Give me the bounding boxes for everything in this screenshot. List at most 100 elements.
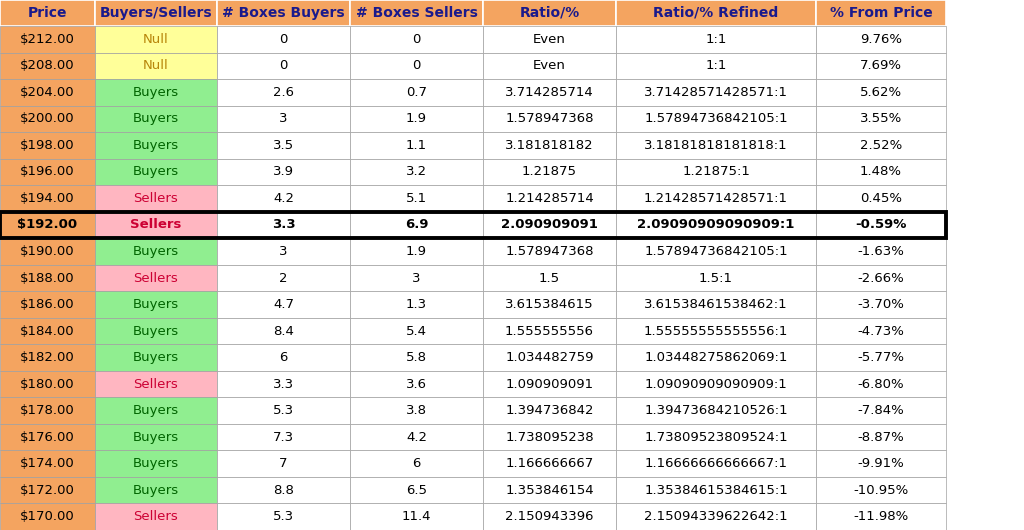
Text: Buyers: Buyers <box>133 165 179 179</box>
Bar <box>616 504 816 530</box>
Bar <box>483 52 616 79</box>
Bar <box>816 477 946 503</box>
Bar <box>816 318 946 344</box>
Bar <box>350 238 483 265</box>
Bar <box>616 292 816 318</box>
Text: 5.1: 5.1 <box>406 192 427 205</box>
Text: 1.166666667: 1.166666667 <box>506 457 594 470</box>
Text: -0.59%: -0.59% <box>855 218 906 232</box>
Text: $186.00: $186.00 <box>20 298 75 311</box>
Text: Buyers: Buyers <box>133 457 179 470</box>
Text: $184.00: $184.00 <box>20 324 75 338</box>
Text: 1.9: 1.9 <box>406 112 427 125</box>
Bar <box>483 238 616 265</box>
Bar <box>0 318 95 344</box>
Text: 3.3: 3.3 <box>271 218 295 232</box>
Bar <box>816 211 946 238</box>
Text: 3.71428571428571:1: 3.71428571428571:1 <box>644 86 788 99</box>
Text: 0.7: 0.7 <box>406 86 427 99</box>
Text: 2.090909091: 2.090909091 <box>501 218 598 232</box>
Text: $176.00: $176.00 <box>20 431 75 444</box>
Bar <box>483 211 616 238</box>
Bar <box>350 292 483 318</box>
Text: -9.91%: -9.91% <box>858 457 904 470</box>
Bar <box>217 504 350 530</box>
Text: 3.615384615: 3.615384615 <box>505 298 594 311</box>
Text: 3: 3 <box>280 245 288 258</box>
Text: $198.00: $198.00 <box>20 139 75 152</box>
Bar <box>350 344 483 371</box>
Text: 3.55%: 3.55% <box>860 112 902 125</box>
Bar <box>616 132 816 158</box>
Bar <box>616 26 816 52</box>
Text: 4.7: 4.7 <box>273 298 294 311</box>
Text: $178.00: $178.00 <box>20 404 75 417</box>
Text: 1.555555556: 1.555555556 <box>505 324 594 338</box>
Text: $190.00: $190.00 <box>20 245 75 258</box>
Bar <box>0 158 95 185</box>
Bar <box>350 318 483 344</box>
Bar <box>483 26 616 52</box>
Text: $174.00: $174.00 <box>20 457 75 470</box>
Text: 1.3: 1.3 <box>406 298 427 311</box>
Bar <box>217 211 350 238</box>
Bar <box>217 79 350 105</box>
Text: Buyers: Buyers <box>133 484 179 497</box>
Bar <box>0 450 95 477</box>
Text: 1.5:1: 1.5:1 <box>699 271 733 285</box>
Bar <box>217 477 350 503</box>
Bar <box>95 132 217 158</box>
Bar <box>0 211 95 238</box>
Bar <box>95 344 217 371</box>
Text: 4.2: 4.2 <box>273 192 294 205</box>
Text: Buyers: Buyers <box>133 86 179 99</box>
Text: 6.9: 6.9 <box>404 218 428 232</box>
Text: Even: Even <box>534 59 566 72</box>
Text: Null: Null <box>143 59 169 72</box>
Text: -1.63%: -1.63% <box>857 245 904 258</box>
Bar <box>95 292 217 318</box>
Bar <box>816 504 946 530</box>
Bar <box>95 158 217 185</box>
Text: 2: 2 <box>280 271 288 285</box>
Text: Even: Even <box>534 33 566 46</box>
Text: 1.394736842: 1.394736842 <box>505 404 594 417</box>
Bar <box>350 132 483 158</box>
Text: -8.87%: -8.87% <box>858 431 904 444</box>
Text: Price: Price <box>28 6 68 20</box>
Text: Buyers: Buyers <box>133 351 179 364</box>
Bar <box>350 504 483 530</box>
Bar <box>816 26 946 52</box>
Bar <box>350 398 483 424</box>
Bar <box>0 504 95 530</box>
Text: Buyers: Buyers <box>133 139 179 152</box>
Text: # Boxes Sellers: # Boxes Sellers <box>355 6 477 20</box>
Text: Buyers: Buyers <box>133 324 179 338</box>
Text: -3.70%: -3.70% <box>857 298 904 311</box>
Text: 5.3: 5.3 <box>273 404 294 417</box>
Bar <box>483 0 616 26</box>
Bar <box>816 79 946 105</box>
Bar <box>483 450 616 477</box>
Text: Sellers: Sellers <box>133 510 178 523</box>
Bar <box>217 105 350 132</box>
Bar <box>350 265 483 292</box>
Bar <box>0 185 95 211</box>
Bar <box>483 477 616 503</box>
Bar <box>616 477 816 503</box>
Bar <box>816 238 946 265</box>
Text: 7.69%: 7.69% <box>860 59 902 72</box>
Text: 1.09090909090909:1: 1.09090909090909:1 <box>645 377 787 391</box>
Bar <box>95 26 217 52</box>
Bar <box>350 211 483 238</box>
Bar <box>95 398 217 424</box>
Text: 1.5: 1.5 <box>539 271 560 285</box>
Text: -11.98%: -11.98% <box>853 510 908 523</box>
Bar <box>483 318 616 344</box>
Bar <box>0 105 95 132</box>
Text: 1.21428571428571:1: 1.21428571428571:1 <box>644 192 788 205</box>
Bar <box>350 185 483 211</box>
Bar <box>350 105 483 132</box>
Bar <box>217 398 350 424</box>
Text: 1.9: 1.9 <box>406 245 427 258</box>
